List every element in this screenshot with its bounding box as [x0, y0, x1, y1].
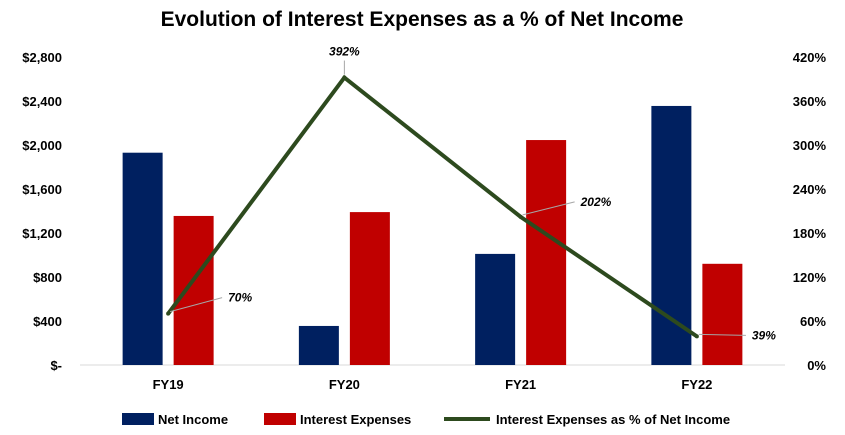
- y-right-tick-label: 240%: [793, 182, 827, 197]
- data-label-leader: [522, 201, 575, 216]
- y-left-tick-label: $800: [33, 270, 62, 285]
- y-right-tick-label: 120%: [793, 270, 827, 285]
- x-tick-label: FY19: [153, 377, 184, 392]
- bar-interest-expenses: [702, 263, 743, 365]
- y-right-tick-label: 300%: [793, 138, 827, 153]
- y-right-tick-label: 420%: [793, 50, 827, 65]
- legend-swatch: [122, 413, 154, 425]
- y-right-tick-label: 180%: [793, 226, 827, 241]
- line-series: [166, 74, 699, 339]
- data-label: 39%: [752, 328, 776, 342]
- line-interest-pct: [166, 74, 698, 339]
- y-left-tick-label: $2,400: [22, 94, 62, 109]
- data-label-leader: [169, 297, 223, 313]
- y-left-tick-label: $400: [33, 314, 62, 329]
- bars: [122, 105, 743, 365]
- data-label: 392%: [329, 45, 360, 59]
- chart-title: Evolution of Interest Expenses as a % of…: [161, 8, 684, 31]
- x-tick-label: FY22: [681, 377, 712, 392]
- line-point: [342, 75, 347, 80]
- y-left-tick-label: $2,800: [22, 50, 62, 65]
- legend-label: Interest Expenses: [300, 412, 411, 427]
- axes: $- $400 $800 $1,200 $1,600 $2,000 $2,400 $2,800…: [22, 50, 826, 392]
- y-left-tick-label: $1,200: [22, 226, 62, 241]
- bar-interest-expenses: [526, 140, 567, 365]
- y-right-tick-label: 0%: [807, 358, 826, 373]
- bar-net-income: [298, 325, 339, 365]
- data-label: 70%: [228, 291, 252, 305]
- x-tick-label: FY21: [505, 377, 536, 392]
- x-tick-label: FY20: [329, 377, 360, 392]
- y-left-tick-label: $1,600: [22, 182, 62, 197]
- bar-net-income: [122, 152, 163, 365]
- y-left-tick-label: $2,000: [22, 138, 62, 153]
- bar-net-income: [651, 105, 692, 365]
- line-point: [518, 214, 523, 219]
- bar-interest-expenses: [349, 212, 390, 365]
- line-point: [166, 311, 171, 316]
- legend-label: Interest Expenses as % of Net Income: [496, 412, 730, 427]
- data-label-leader: [698, 333, 746, 336]
- bar-interest-expenses: [173, 215, 214, 365]
- data-labels: 70% 392% 202% 39%: [169, 45, 776, 342]
- legend-label: Net Income: [158, 412, 228, 427]
- bar-net-income: [475, 253, 516, 365]
- y-left-tick-label: $-: [50, 358, 62, 373]
- legend-swatch: [264, 413, 296, 425]
- line-point: [694, 334, 699, 339]
- y-right-tick-label: 360%: [793, 94, 827, 109]
- data-label: 202%: [580, 195, 612, 209]
- y-right-tick-label: 60%: [800, 314, 826, 329]
- legend: Net Income Interest Expenses Interest Expe…: [122, 412, 730, 427]
